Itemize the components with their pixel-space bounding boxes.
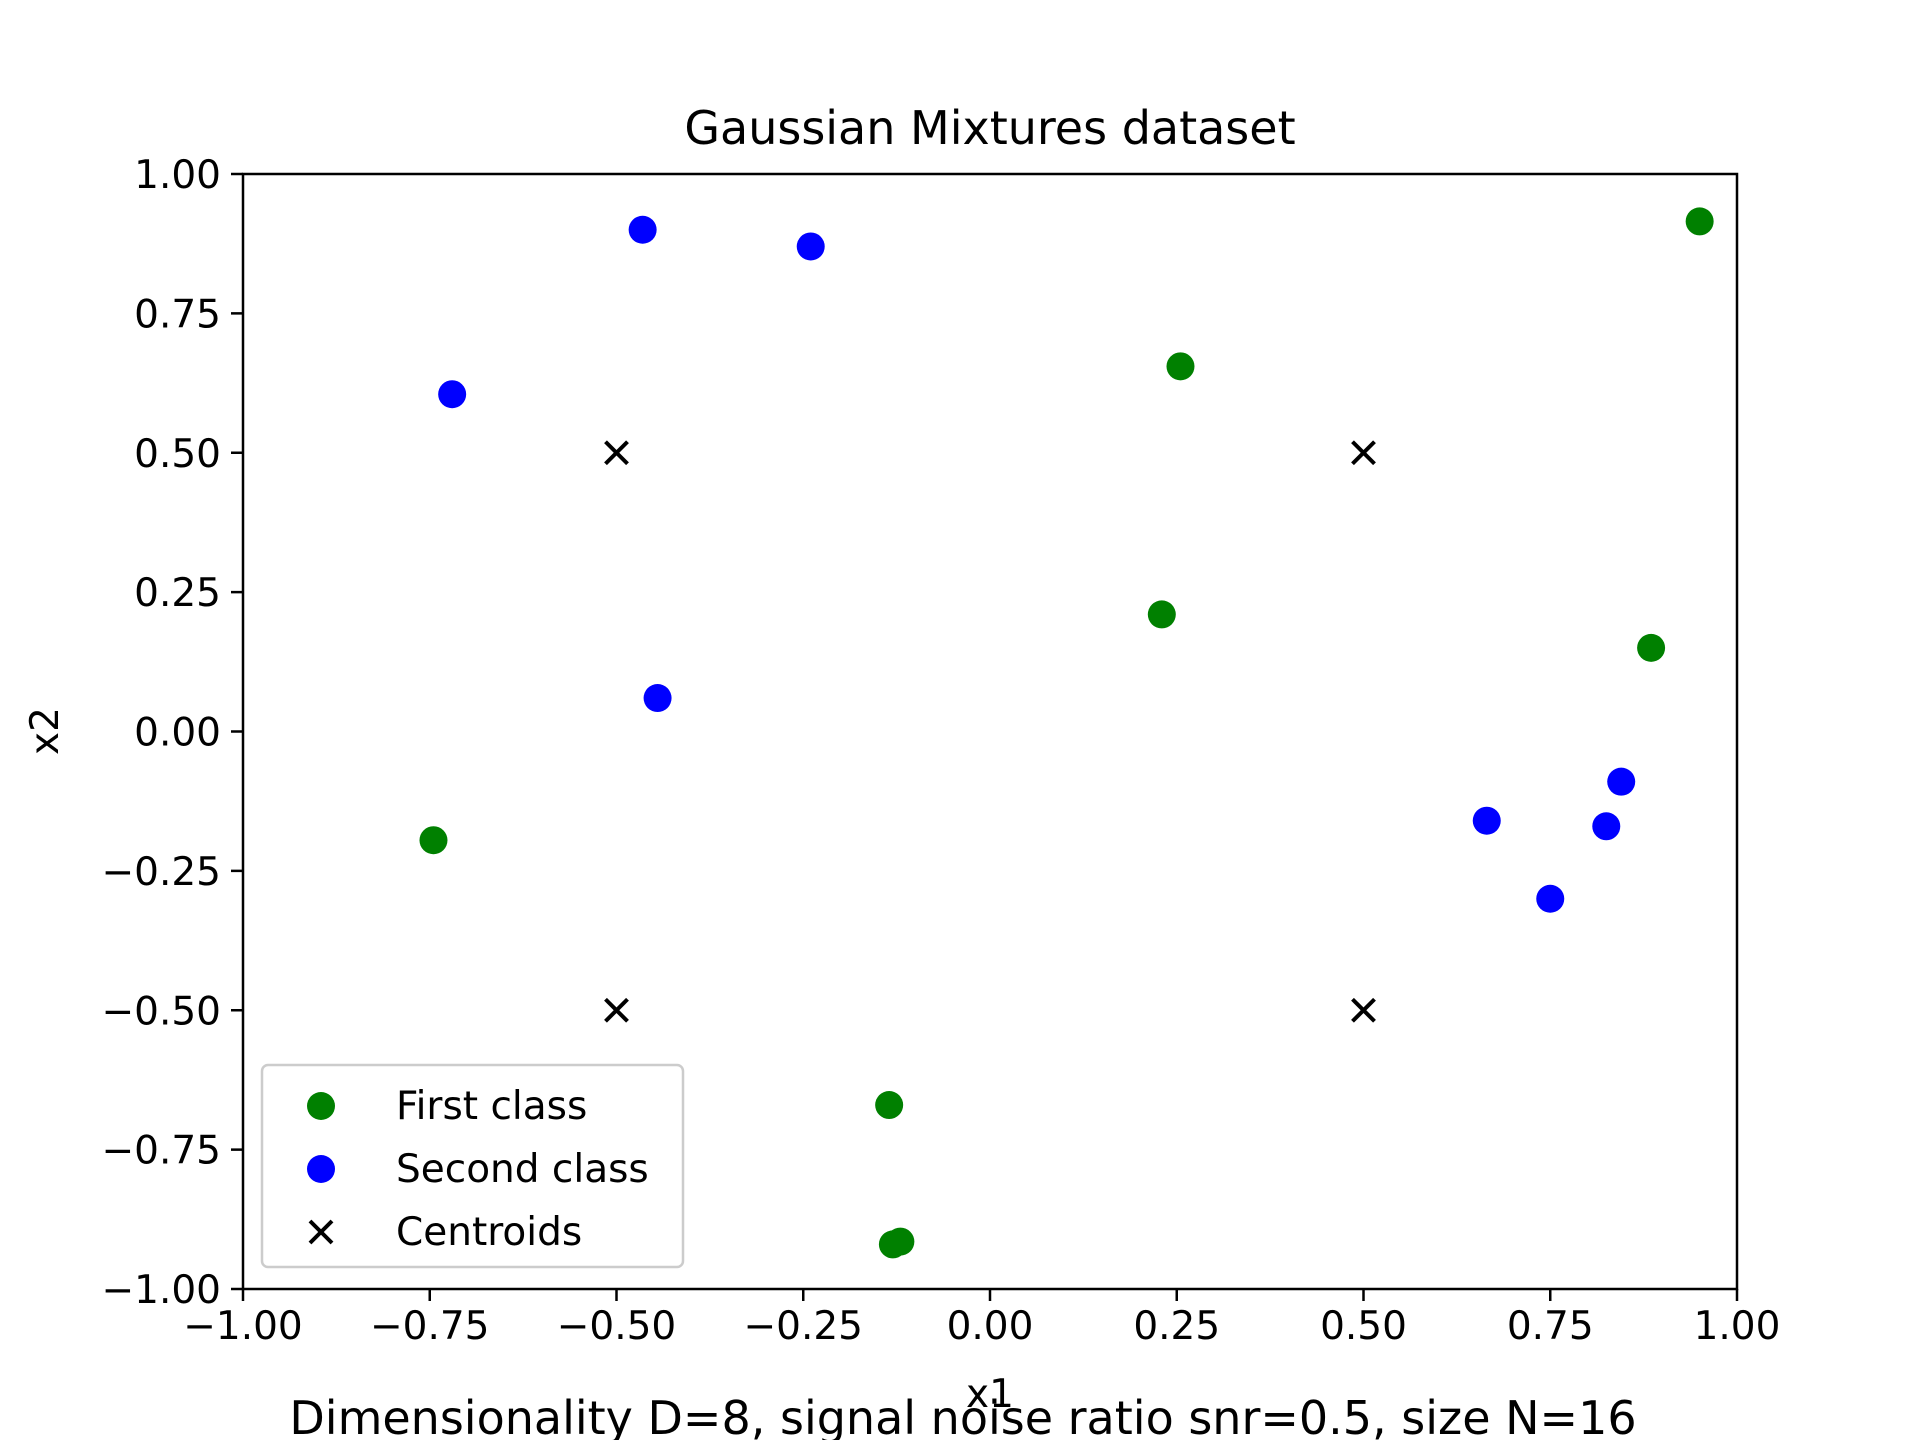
y-tick-label: −0.75 (101, 1129, 221, 1174)
second-class-point (1592, 812, 1621, 841)
first-class-point (1166, 352, 1195, 381)
centroids-point (604, 997, 629, 1023)
y-tick-label: 1.00 (134, 153, 221, 198)
x-tick-label: −0.50 (557, 1304, 677, 1349)
figure-caption: Dimensionality D=8, signal noise ratio s… (289, 1391, 1636, 1440)
x-tick-label: 1.00 (1694, 1304, 1781, 1349)
y-tick-label: 0.25 (134, 571, 221, 616)
legend-label-second-class: Second class (396, 1147, 649, 1192)
plot-area (419, 207, 1714, 1259)
legend-marker-first-class (307, 1092, 335, 1120)
first-class-point (419, 826, 448, 855)
axis-ticks: −1.00 −0.75 −0.50 −0.25 0.00 0.25 0.50 0.75 1.00… (101, 153, 1780, 1349)
first-class-point (878, 1230, 907, 1259)
second-class-point (1472, 806, 1501, 835)
x-tick-label: 0.25 (1133, 1304, 1220, 1349)
y-tick-label: −0.50 (101, 989, 221, 1034)
y-tick-label: −0.25 (101, 850, 221, 895)
y-tick-label: 0.00 (134, 711, 221, 756)
legend-label-centroids: Centroids (396, 1210, 582, 1255)
first-class-point (1685, 207, 1714, 236)
y-axis-label: x2 (23, 707, 68, 755)
second-class-point (1607, 767, 1636, 796)
x-tick-label: −1.00 (183, 1304, 303, 1349)
second-class-point (643, 684, 672, 713)
legend-label-first-class: First class (396, 1084, 587, 1129)
x-tick-label: 0.00 (947, 1304, 1034, 1349)
legend: First class Second class Centroids (260, 1063, 685, 1269)
second-class-point (1536, 884, 1565, 913)
second-class-point (796, 232, 825, 261)
y-tick-label: −1.00 (101, 1268, 221, 1313)
second-class-point (628, 215, 657, 244)
legend-marker-second-class (307, 1155, 335, 1183)
x-axis-label: x1 (966, 1372, 1014, 1417)
chart-title: Gaussian Mixtures dataset (684, 101, 1295, 155)
x-tick-label: 0.50 (1320, 1304, 1407, 1349)
centroids-point (1351, 997, 1376, 1023)
first-class-point (1147, 600, 1176, 629)
x-tick-label: −0.75 (370, 1304, 490, 1349)
legend-marker-centroids (308, 1219, 334, 1245)
centroids-point (1351, 440, 1376, 466)
second-class-point (438, 380, 467, 409)
centroids-point (604, 440, 629, 466)
y-tick-label: 0.75 (134, 292, 221, 337)
first-class-point (875, 1091, 904, 1120)
first-class-point (1637, 633, 1666, 662)
legend-box (260, 1063, 685, 1269)
x-tick-label: −0.25 (743, 1304, 863, 1349)
x-tick-label: 0.75 (1507, 1304, 1594, 1349)
y-tick-label: 0.50 (134, 432, 221, 477)
